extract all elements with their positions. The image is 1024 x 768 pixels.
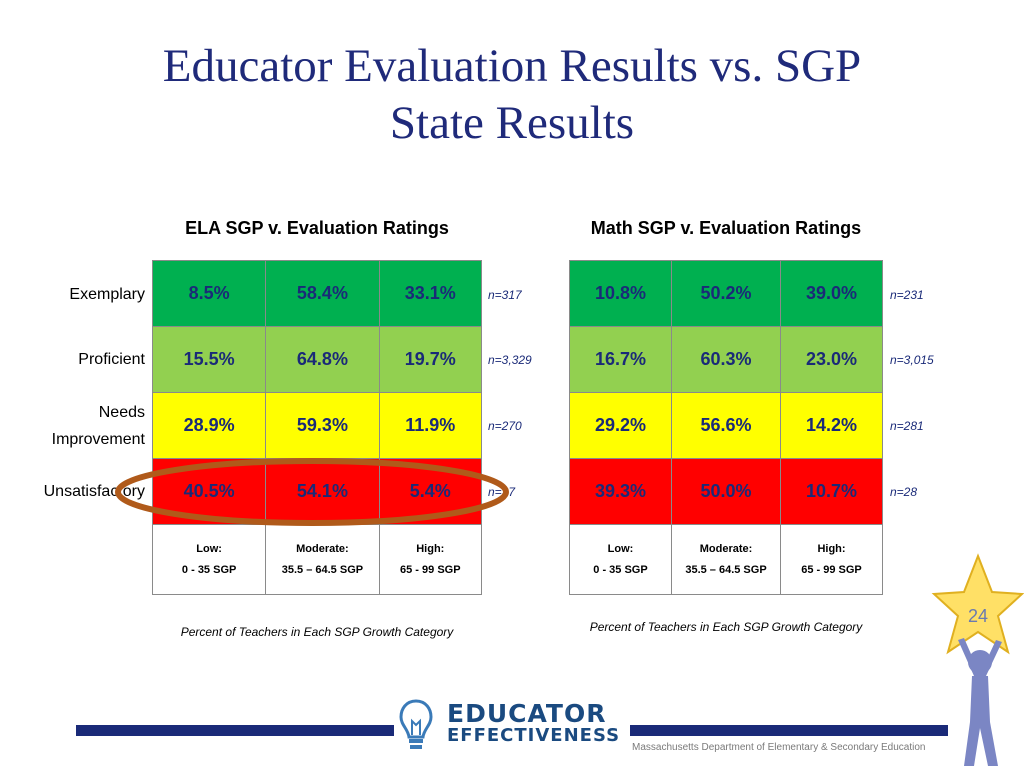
math-n-exemplary: n=231 [890,288,924,302]
footer-text: Massachusetts Department of Elementary &… [632,742,926,753]
category-low-range: 0 - 35 SGP [181,563,237,576]
category-high-range: 65 - 99 SGP [400,563,461,576]
math-cell-moderate: 56.6% [671,392,781,459]
ela-category-moderate: Moderate: 35.5 – 64.5 SGP [265,524,380,595]
math-cell-low: 16.7% [569,326,672,393]
ela-table-title: ELA SGP v. Evaluation Ratings [185,218,449,238]
row-label-proficient: Proficient [78,351,145,368]
math-cell-high: 39.0% [780,260,883,327]
ela-row-proficient: 15.5% 64.8% 19.7% [151,326,483,393]
row-label-exemplary: Exemplary [69,286,145,303]
row-label-needs-improvement: Needs Improvement [10,399,145,453]
math-category-low: Low: 0 - 35 SGP [569,524,672,595]
ela-cell-high: 11.9% [378,392,483,459]
logo-text: EDUCATOR EFFECTIVENESS [447,699,622,746]
math-cell-high: 10.7% [780,458,883,525]
math-row-proficient: 16.7% 60.3% 23.0% [569,326,883,393]
logo-line-1: EDUCATOR [447,699,607,728]
math-row-unsatisfactory: 39.3% 50.0% 10.7% [569,458,883,525]
math-cell-high: 23.0% [780,326,883,393]
math-cell-moderate: 60.3% [671,326,781,393]
math-cell-moderate: 50.2% [671,260,781,327]
math-n-unsatisfactory: n=28 [890,485,918,499]
slide-title: Educator Evaluation Results vs. SGP Stat… [0,38,1024,152]
slide-title-line-2: State Results [389,97,635,149]
slide-title-line-1: Educator Evaluation Results vs. SGP [162,40,862,92]
ela-n-exemplary: n=317 [488,288,522,302]
category-high-label: High: [416,542,445,555]
category-moderate-label: Moderate: [296,542,349,555]
ela-n-needs-improvement: n=270 [488,419,522,433]
math-category-high: High: 65 - 99 SGP [780,524,883,595]
ela-cell-low: 15.5% [151,326,267,393]
category-low-label: Low: [607,542,634,555]
ela-cell-moderate: 64.8% [265,326,380,393]
ela-cell-low: 8.5% [151,260,267,327]
math-cell-low: 39.3% [569,458,672,525]
math-row-exemplary: 10.8% 50.2% 39.0% [569,260,883,327]
category-low-range: 0 - 35 SGP [593,563,648,576]
ela-cell-low: 28.9% [151,392,267,459]
ela-table: 8.5% 58.4% 33.1% 15.5% 64.8% 19.7% 28.9%… [151,260,483,595]
math-category-moderate: Moderate: 35.5 – 64.5 SGP [671,524,781,595]
row-label-needs-line-1: Needs [98,404,145,421]
row-label-needs-line-2: Improvement [51,431,145,448]
category-moderate-range: 35.5 – 64.5 SGP [685,563,767,576]
math-cell-low: 29.2% [569,392,672,459]
ela-cell-moderate: 59.3% [265,392,380,459]
math-cell-low: 10.8% [569,260,672,327]
ela-category-low: Low: 0 - 35 SGP [151,524,267,595]
ela-row-categories: Low: 0 - 35 SGP Moderate: 35.5 – 64.5 SG… [151,524,483,595]
category-moderate-range: 35.5 – 64.5 SGP [281,563,364,576]
ela-caption: Percent of Teachers in Each SGP Growth C… [180,625,454,639]
footer-bar-right [630,725,948,736]
page-number: 24 [968,606,988,626]
math-table-title: Math SGP v. Evaluation Ratings [590,218,862,238]
math-n-needs-improvement: n=281 [890,419,924,433]
math-row-needs-improvement: 29.2% 56.6% 14.2% [569,392,883,459]
logo-line-2: EFFECTIVENESS [447,725,621,746]
ela-cell-moderate: 58.4% [265,260,380,327]
star-figure-icon: 24 [931,553,1024,766]
category-high-label: High: [817,542,846,555]
lightbulb-icon [399,699,433,749]
category-high-range: 65 - 99 SGP [801,563,862,576]
ela-n-unsatisfactory: n=37 [488,485,516,499]
footer-bar-left [76,725,394,736]
math-caption: Percent of Teachers in Each SGP Growth C… [589,620,863,634]
math-n-proficient: n=3,015 [890,353,934,367]
ela-n-proficient: n=3,329 [488,353,532,367]
math-table: 10.8% 50.2% 39.0% 16.7% 60.3% 23.0% 29.2… [569,260,883,595]
category-low-label: Low: [196,542,222,555]
highlight-ellipse [115,458,509,526]
ela-row-needs-improvement: 28.9% 59.3% 11.9% [151,392,483,459]
ela-cell-high: 19.7% [378,326,483,393]
math-row-categories: Low: 0 - 35 SGP Moderate: 35.5 – 64.5 SG… [569,524,883,595]
ela-category-high: High: 65 - 99 SGP [378,524,483,595]
ela-row-unsatisfactory: 40.5% 54.1% 5.4% [151,458,483,525]
ela-cell-high: 33.1% [378,260,483,327]
category-moderate-label: Moderate: [699,542,753,555]
ela-row-exemplary: 8.5% 58.4% 33.1% [151,260,483,327]
math-cell-high: 14.2% [780,392,883,459]
math-cell-moderate: 50.0% [671,458,781,525]
